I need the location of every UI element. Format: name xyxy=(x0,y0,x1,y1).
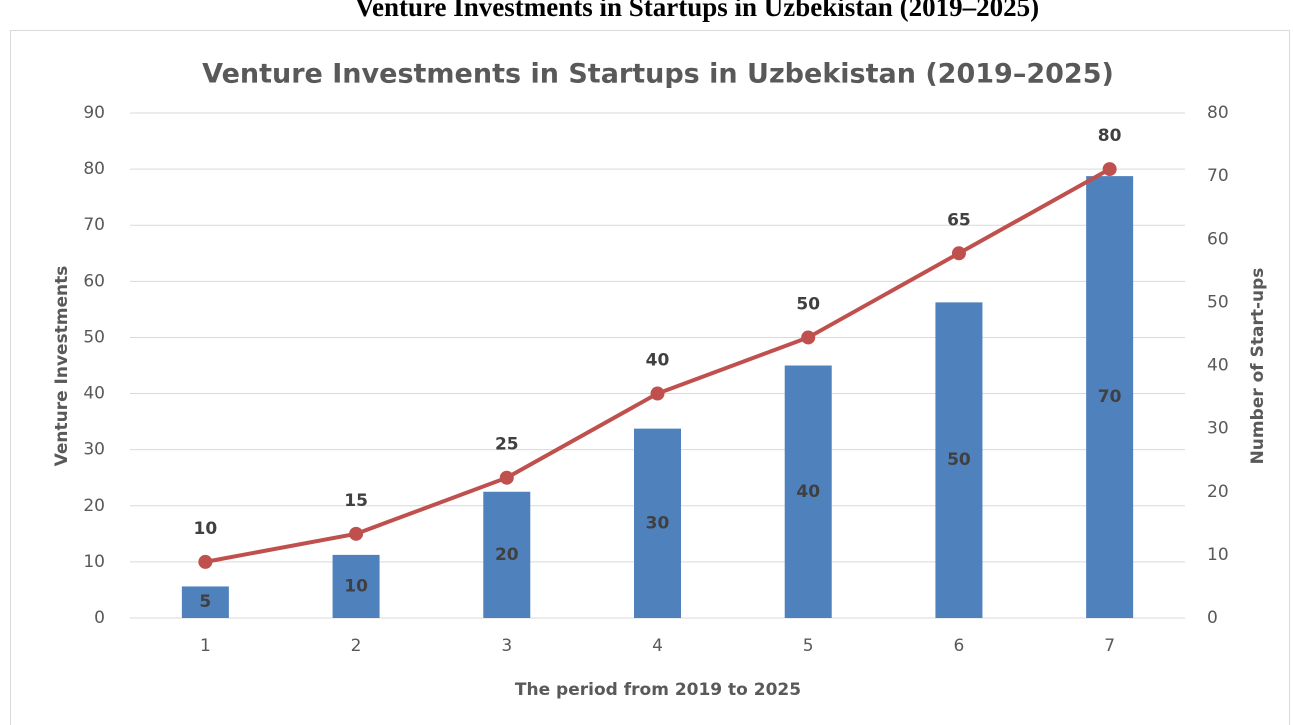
bar-data-label: 40 xyxy=(796,482,820,502)
y-tick-label: 0 xyxy=(94,608,105,628)
x-tick-label: 4 xyxy=(652,636,663,656)
bar-data-label: 30 xyxy=(646,513,670,533)
bar-data-label: 10 xyxy=(344,576,368,596)
y2-tick-label: 80 xyxy=(1207,103,1229,123)
bar xyxy=(935,302,983,618)
line-marker xyxy=(349,526,364,541)
line-data-label: 15 xyxy=(344,491,368,511)
y-tick-label: 70 xyxy=(83,215,105,235)
line-data-label: 80 xyxy=(1098,126,1122,146)
line-marker xyxy=(499,470,514,485)
line-marker xyxy=(198,554,213,569)
line-data-label: 25 xyxy=(495,435,519,455)
line-marker xyxy=(650,386,665,401)
y2-tick-label: 70 xyxy=(1207,166,1229,186)
x-tick-label: 6 xyxy=(954,636,965,656)
y2-tick-label: 60 xyxy=(1207,229,1229,249)
y2-tick-label: 40 xyxy=(1207,356,1229,376)
y-tick-label: 20 xyxy=(83,496,105,516)
x-tick-label: 1 xyxy=(200,636,211,656)
line-data-label: 65 xyxy=(947,210,971,230)
bar xyxy=(483,491,531,618)
line-marker xyxy=(1102,162,1117,177)
bar-data-label: 5 xyxy=(199,592,211,612)
y2-axis-label: Number of Start-ups xyxy=(1248,268,1268,465)
y-tick-label: 90 xyxy=(83,103,105,123)
chart-title: Venture Investments in Startups in Uzbek… xyxy=(202,59,1114,90)
line-marker xyxy=(951,246,966,261)
y2-tick-label: 10 xyxy=(1207,545,1229,565)
x-tick-label: 2 xyxy=(351,636,362,656)
x-tick-label: 5 xyxy=(803,636,814,656)
y2-tick-label: 50 xyxy=(1207,292,1229,312)
bar xyxy=(1086,176,1134,618)
bar-data-label: 50 xyxy=(947,450,971,470)
y-tick-label: 50 xyxy=(83,327,105,347)
line-data-label: 40 xyxy=(646,351,670,371)
bar xyxy=(332,554,380,618)
bar xyxy=(181,586,229,618)
bar-data-label: 70 xyxy=(1098,387,1122,407)
line-data-label: 10 xyxy=(194,519,218,539)
y2-tick-label: 0 xyxy=(1207,608,1218,628)
caption: Venture Investments in Startups in Uzbek… xyxy=(355,0,1039,22)
y-tick-label: 60 xyxy=(83,271,105,291)
y-axis-label: Venture Investments xyxy=(52,266,72,467)
line-marker xyxy=(801,330,816,345)
x-axis-label: The period from 2019 to 2025 xyxy=(515,680,801,700)
y2-tick-label: 30 xyxy=(1207,419,1229,439)
bar-data-label: 20 xyxy=(495,545,519,565)
y-tick-label: 10 xyxy=(83,552,105,572)
x-tick-label: 7 xyxy=(1104,636,1115,656)
y-tick-label: 80 xyxy=(83,159,105,179)
line-data-label: 50 xyxy=(796,294,820,314)
bar xyxy=(784,365,832,618)
y2-tick-label: 20 xyxy=(1207,482,1229,502)
bar xyxy=(634,428,681,618)
y-tick-label: 40 xyxy=(83,384,105,404)
x-tick-label: 3 xyxy=(501,636,512,656)
y-tick-label: 30 xyxy=(83,440,105,460)
